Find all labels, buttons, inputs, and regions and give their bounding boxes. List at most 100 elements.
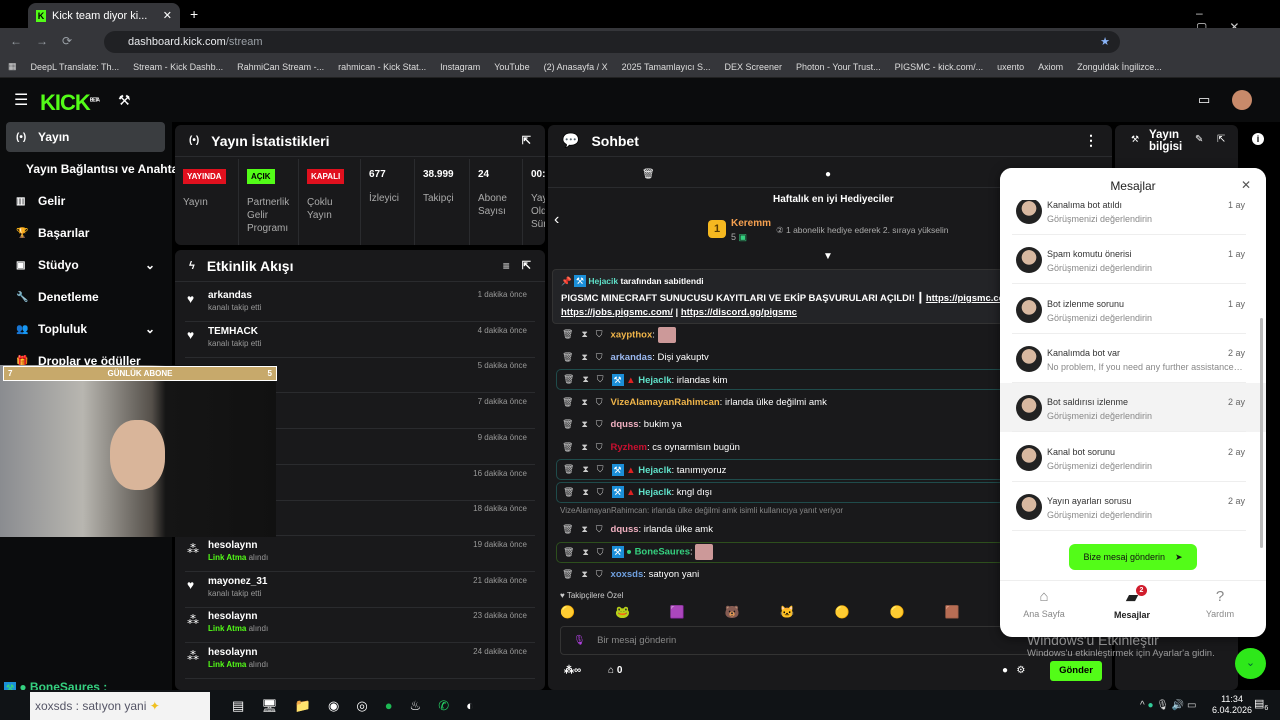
nav-messages[interactable]: ▰ 2 Mesajlar [1088,585,1176,620]
send-button[interactable]: Gönder [1050,661,1102,681]
ban-icon[interactable]: ⛉ [595,396,603,407]
conversation-item[interactable]: Kanal bot sorunu Görüşmenizi değerlendiri… [1000,433,1266,482]
conversation-item[interactable]: Yayın ayarları sorusu Görüşmenizi değerle… [1000,482,1266,531]
nav-buttons[interactable]: ←→⟳ [10,34,87,48]
delete-icon[interactable]: 🗑 [562,419,574,429]
nav-help[interactable]: ? Yardım [1176,588,1264,619]
bookmark-item[interactable]: Instagram [440,61,481,72]
bookmark-item[interactable]: DEX Screener [724,61,783,72]
collapse-icon[interactable]: ▼ [823,251,833,262]
chevron-down-icon[interactable]: ⌄ [144,322,155,336]
delete-icon[interactable]: 🗑 [562,351,574,362]
notification-icon[interactable]: ▤6 [1254,698,1269,713]
new-tab-button[interactable]: + [190,6,199,22]
edit-icon[interactable]: ✎ [1195,134,1204,145]
trash-icon[interactable]: 🗑 [642,169,655,180]
delete-icon[interactable]: 🗑 [562,524,574,534]
delete-icon[interactable]: 🗑 [562,396,574,407]
delete-icon[interactable]: 🗑 [563,464,575,474]
bookmark-item[interactable]: PIGSMC - kick.com/... [894,61,984,72]
chevron-down-icon[interactable]: ⌄ [1235,648,1266,679]
filter-icon[interactable]: ≡ [502,258,510,273]
delete-icon[interactable]: 🗑 [562,329,574,339]
bookmark-item[interactable]: Zonguldak İngilizce... [1077,61,1162,72]
activity-user[interactable]: TEMHACK [208,325,258,337]
menu-icon[interactable]: ☰ [14,92,29,109]
chat-username[interactable]: VizeAlamayanRahimcan [610,396,720,408]
sidebar-item[interactable]: (•) Yayın [6,122,165,152]
avatar[interactable] [1232,90,1252,110]
bookmark-item[interactable]: uxento [997,61,1025,72]
chevron-left-icon[interactable]: ‹ [554,211,560,228]
timeout-icon[interactable]: ⧗ [581,351,588,362]
timeout-icon[interactable]: ⧗ [582,486,589,497]
ban-icon[interactable]: ⛉ [596,486,604,497]
delete-icon[interactable]: 🗑 [562,441,574,452]
conversation-item[interactable]: Kanalıma bot atıldı Görüşmenizi değerlend… [1000,186,1266,235]
conversation-item[interactable]: Bot saldırısı izlenme Görüşmenizi değerle… [1000,383,1266,433]
chat-username[interactable]: Hejaclk [638,464,672,476]
delete-icon[interactable]: 🗑 [563,486,575,497]
taskbar-apps[interactable]: ▤ 🖥 📁 ◉ ◎ ● ♨ ✆ ◐ [232,698,474,713]
chat-username[interactable]: Hejaclk [638,374,672,386]
browser-tab[interactable]: K Kick team diyor ki... ✕ [28,3,180,28]
info-icon[interactable]: i [1252,133,1264,145]
bookmark-item[interactable]: (2) Anasayfa / X [543,61,608,72]
pinned-link[interactable]: https://pigsmc.com [925,293,1013,304]
delete-icon[interactable]: 🗑 [563,546,575,557]
activity-user[interactable]: hesolaynn [208,539,258,551]
ban-icon[interactable]: ⛉ [596,464,604,474]
close-icon[interactable]: ✕ [1240,178,1251,192]
bookmark-item[interactable]: Photon - Your Trust... [796,61,881,72]
bookmark-item[interactable]: YouTube [494,61,530,72]
chat-username[interactable]: dquss [610,524,639,535]
activity-user[interactable]: hesolaynn [208,611,258,623]
activity-user[interactable]: arkandas [208,290,252,301]
chevron-down-icon[interactable]: ⌄ [144,258,155,272]
sidebar-item[interactable]: 👥 Topluluk ⌄ [6,314,165,344]
sidebar-item[interactable]: 🏆 Başarılar [6,218,165,248]
timeout-icon[interactable]: ⧗ [581,419,588,429]
timeout-icon[interactable]: ⧗ [582,464,589,474]
bookmark-item[interactable]: 2025 Tamamlayıcı S... [621,61,711,72]
hammer-icon[interactable]: ⚒ [118,92,131,108]
send-us-message-button[interactable]: Bize mesaj gönderin ➤ [1069,544,1197,570]
ban-icon[interactable]: ⛉ [595,351,603,362]
taskbar-search[interactable]: xoxsds : satıyon yani ✦ [30,692,210,720]
sidebar-item[interactable]: ▥ Gelir [6,186,165,216]
delete-icon[interactable]: 🗑 [562,569,574,579]
popout-icon[interactable]: ⇱ [521,260,531,272]
pinned-link[interactable]: https://discord.gg/pigsmc [680,307,797,318]
chat-username[interactable]: Ryzhem [610,441,647,453]
timeout-icon[interactable]: ⧗ [581,569,588,579]
channel-points[interactable]: ⁂∞ [564,665,582,676]
ban-icon[interactable]: ⛉ [595,419,603,429]
timeout-icon[interactable]: ⧗ [581,441,588,452]
ban-icon[interactable]: ⛉ [595,441,603,452]
emote-bar[interactable]: 🟡 🐸 🟪 🐻 🐱 🟡 🟡 🟫 [560,605,960,619]
chat-username[interactable]: BoneSaures [634,546,690,558]
nav-home[interactable]: ⌂ Ana Sayfa [1000,588,1088,619]
chat-username[interactable]: Hejaclk [638,487,672,498]
bookmark-item[interactable]: Stream - Kick Dashb... [133,61,224,72]
apps-icon[interactable]: ▦ [8,61,17,71]
clock[interactable]: 11:34 6.04.2026 [1212,694,1253,715]
chat-input[interactable]: 🎙 Bir mesaj gönderin [560,626,1100,655]
activity-user[interactable]: hesolaynn [208,647,258,658]
pinned-link[interactable]: https://jobs.pigsmc.com/ [561,307,673,318]
timeout-icon[interactable]: ⧗ [582,374,589,384]
activity-user[interactable]: mayonez_31 [208,575,268,587]
bookmark-star-icon[interactable]: ★ [1100,36,1110,48]
url-bar[interactable]: dashboard.kick.com/stream ★ [104,31,1120,53]
delete-icon[interactable]: 🗑 [563,374,575,384]
chat-username[interactable]: xaypthox [610,329,653,341]
ban-icon[interactable]: ⛉ [595,524,603,534]
sidebar-item[interactable]: 🔧 Denetleme [6,282,165,312]
timeout-icon[interactable]: ⧗ [582,546,589,557]
bookmark-item[interactable]: DeepL Translate: Th... [30,61,120,72]
chat-username[interactable]: dquss [610,419,639,430]
conversation-item[interactable]: Spam komutu önerisi Görüşmenizi değerlend… [1000,235,1266,285]
timeout-icon[interactable]: ⧗ [581,524,588,534]
chat-settings-icons[interactable]: ● ⚙ [1002,665,1026,676]
bookmark-item[interactable]: Axiom [1038,61,1064,72]
